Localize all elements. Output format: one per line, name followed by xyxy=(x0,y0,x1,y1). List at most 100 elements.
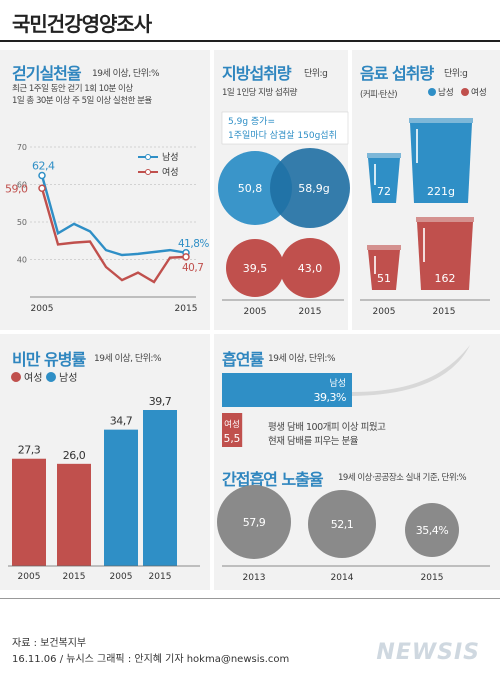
cup-female-2015-rim xyxy=(416,217,474,222)
bar-label-male: 남성 xyxy=(329,378,346,389)
legend-marker-male xyxy=(145,154,151,160)
y-tick-label: 40 xyxy=(17,256,27,265)
callout-line-2: 1주일마다 삼겹살 150g섭취 xyxy=(228,129,337,141)
passive-title: 간접흡연 노출율 xyxy=(222,470,324,489)
y-tick-label: 70 xyxy=(17,143,27,152)
data-point xyxy=(182,253,190,261)
data-label: 43,0 xyxy=(298,262,323,275)
newsis-logo: NEWSIS xyxy=(376,640,480,665)
data-label: 39,7 xyxy=(149,395,172,408)
legend-dot-female xyxy=(11,372,21,382)
fat-male-2005-circle xyxy=(218,151,292,225)
walking-panel xyxy=(0,50,210,330)
fat-female-2005-circle xyxy=(226,239,284,297)
fat-female-2015-circle xyxy=(280,238,340,298)
x-tick-label: 2013 xyxy=(243,573,266,583)
passive-circle xyxy=(405,503,459,557)
walking-unit: 19세 이상, 단위:% xyxy=(92,69,160,79)
legend-label-male: 남성 xyxy=(162,152,179,163)
footer-credit: 16.11.06 / 뉴시스 그래픽 : 안지혜 기자 hokma@newsis… xyxy=(12,654,290,665)
legend-label-male: 남성 xyxy=(438,88,454,98)
passive-circle xyxy=(217,485,291,559)
data-label: 62,4 xyxy=(32,160,55,173)
data-point xyxy=(38,184,46,192)
smoking-unit: 19세 이상, 단위:% xyxy=(268,354,336,364)
callout-line-1: 5,9g 증가= xyxy=(228,116,275,127)
data-point xyxy=(38,171,46,180)
x-tick-label: 2015 xyxy=(299,307,322,317)
data-label: 26,0 xyxy=(63,449,86,462)
x-tick-label: 2005 xyxy=(18,572,41,582)
smoking-female-bar xyxy=(222,413,243,447)
smoking-male-bar xyxy=(222,373,352,407)
data-label: 34,7 xyxy=(110,415,133,428)
drink-note: (커피·탄산) xyxy=(360,90,398,100)
fat-title: 지방섭취량 xyxy=(222,64,292,83)
footer-divider xyxy=(0,598,500,599)
legend-dot-male xyxy=(46,372,56,382)
data-label: 39,5 xyxy=(243,262,268,275)
obesity-bar xyxy=(12,458,46,566)
passive-circle xyxy=(308,490,376,558)
x-tick-label: 2015 xyxy=(433,307,456,317)
fat-note: 1일 1인당 지방 섭취량 xyxy=(222,88,297,98)
obesity-unit: 19세 이상, 단위:% xyxy=(94,354,162,364)
smoking-desc-2: 현재 담배를 피우는 분율 xyxy=(268,436,358,447)
data-label: 35,4% xyxy=(416,524,448,537)
x-tick-label: 2014 xyxy=(331,573,354,583)
legend-dot-female xyxy=(461,88,469,96)
fat-male-2015-circle xyxy=(270,148,350,228)
data-label: 72 xyxy=(377,185,391,198)
x-tick-label: 2005 xyxy=(244,307,267,317)
cup-male-2005-rim xyxy=(367,153,401,158)
page-title: 국민건강영양조사 xyxy=(12,12,152,36)
data-label: 5,5 xyxy=(224,433,241,445)
cup-male-2015-rim xyxy=(409,118,473,123)
walking-title: 걷기실천율 xyxy=(12,64,82,83)
data-label: 52,1 xyxy=(331,518,354,531)
cup-female-2015 xyxy=(417,222,473,290)
legend-label-male: 남성 xyxy=(59,372,77,384)
y-tick-label: 50 xyxy=(17,218,27,227)
passive-unit: 19세 이상·공공장소 실내 기준, 단위:% xyxy=(338,473,467,483)
y-tick-label: 60 xyxy=(17,181,27,190)
smoking-desc-1: 평생 담배 100개피 이상 피웠고 xyxy=(268,422,386,433)
data-label: 162 xyxy=(435,272,456,285)
obesity-bar xyxy=(57,463,91,566)
callout-box xyxy=(221,111,349,145)
data-label: 50,8 xyxy=(238,182,263,195)
smoke-swoosh xyxy=(352,345,470,396)
x-tick-label: 2005 xyxy=(110,572,133,582)
x-tick-label: 2015 xyxy=(149,572,172,582)
walking-note-1: 최근 1주일 동안 걷기 1회 10분 이상 xyxy=(12,84,133,94)
data-label: 40,7 xyxy=(182,262,203,274)
footer-source: 자료 : 보건복지부 xyxy=(12,638,87,649)
data-label: 57,9 xyxy=(243,516,266,529)
cup-male-2015 xyxy=(410,123,472,203)
data-label: 59,0 xyxy=(5,182,28,195)
x-tick-label: 2005 xyxy=(31,304,54,314)
smoking-title: 흡연률 xyxy=(222,350,264,369)
bar-label-female: 여성 xyxy=(224,419,240,430)
x-tick-label: 2005 xyxy=(373,307,396,317)
data-label: 58,9g xyxy=(298,182,329,195)
fat-unit: 단위:g xyxy=(304,69,328,79)
obesity-bar xyxy=(143,410,177,566)
x-tick-label: 2015 xyxy=(421,573,444,583)
title-divider xyxy=(0,40,500,42)
legend-marker-female xyxy=(145,169,151,175)
cup-female-2005-rim xyxy=(367,245,401,250)
drink-title: 음료 섭취량 xyxy=(360,64,434,83)
legend-dot-male xyxy=(428,88,436,96)
obesity-title: 비만 유병률 xyxy=(12,350,86,369)
series-line-male xyxy=(40,175,187,257)
series-line-female xyxy=(40,187,187,284)
walking-note-2: 1일 총 30분 이상 주 5일 이상 실천한 분율 xyxy=(12,96,152,106)
data-label: 51 xyxy=(377,272,391,285)
data-label: 27,3 xyxy=(18,444,41,457)
drink-unit: 단위:g xyxy=(444,69,468,79)
data-label: 39,3% xyxy=(314,391,346,404)
legend-label-female: 여성 xyxy=(471,87,487,98)
x-tick-label: 2015 xyxy=(175,304,198,314)
